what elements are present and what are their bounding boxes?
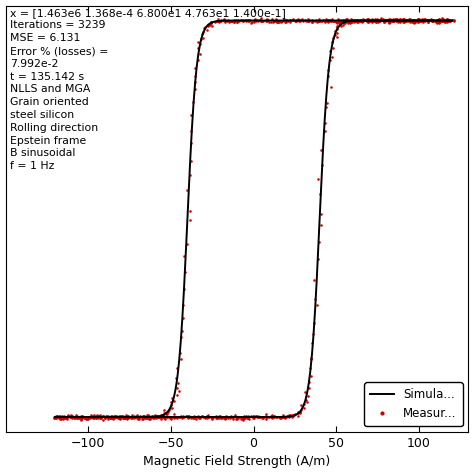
- X-axis label: Magnetic Field Strength (A/m): Magnetic Field Strength (A/m): [143, 456, 331, 468]
- Measur...: [51, 415, 57, 421]
- Measur...: [442, 18, 448, 24]
- Measur...: [243, 18, 249, 23]
- Measur...: [451, 18, 457, 24]
- Measur...: [269, 17, 274, 22]
- Measur...: [381, 18, 386, 23]
- Measur...: [242, 17, 248, 23]
- Measur...: [79, 417, 84, 422]
- Line: Measur...: Measur...: [53, 17, 456, 421]
- Text: x = [1.463e6 1.368e-4 6.800e1 4.763e1 1.400e-1]
Iterations = 3239
MSE = 6.131
Er: x = [1.463e6 1.368e-4 6.800e1 4.763e1 1.…: [10, 8, 286, 171]
- Measur...: [259, 15, 264, 21]
- Measur...: [287, 17, 293, 23]
- Legend: Simula..., Measur...: Simula..., Measur...: [365, 383, 463, 426]
